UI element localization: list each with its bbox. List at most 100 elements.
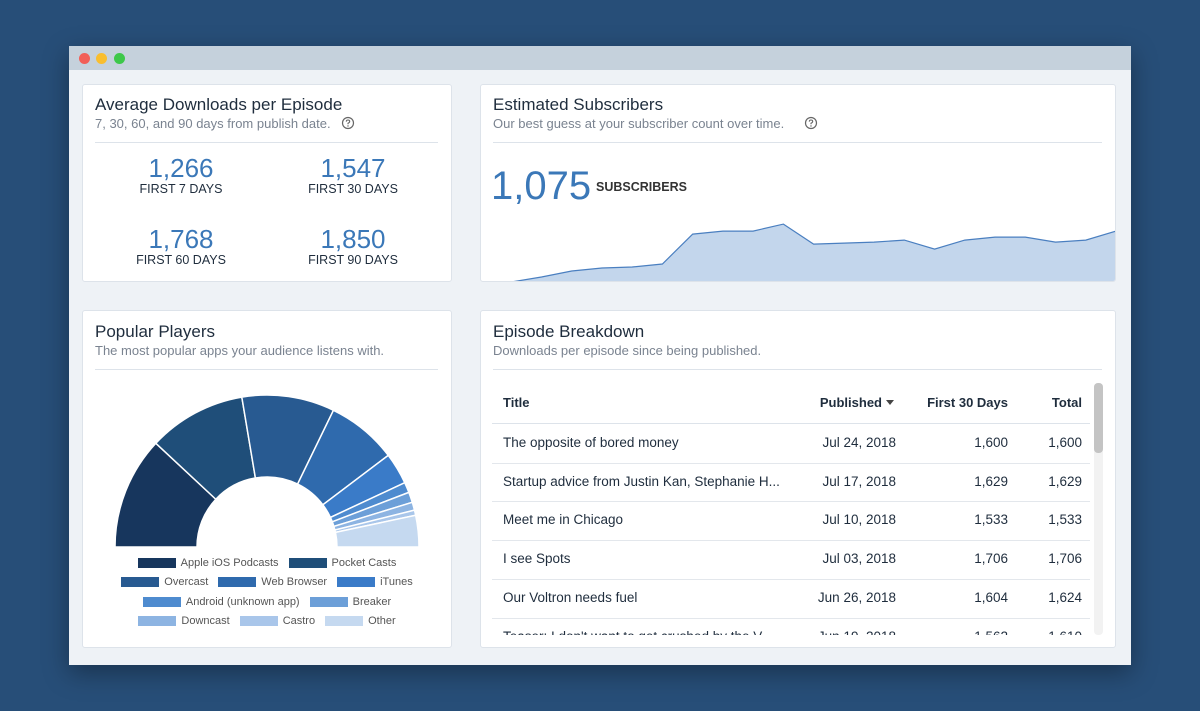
downloads-card bbox=[82, 84, 452, 282]
subscriber-label: SUBSCRIBERS bbox=[596, 180, 687, 194]
legend-row: Apple iOS Podcasts Pocket Casts bbox=[82, 557, 452, 569]
legend-swatch bbox=[137, 558, 176, 568]
table-cell: 1,604 bbox=[974, 589, 1008, 605]
legend-swatch bbox=[325, 616, 364, 626]
legend-swatch bbox=[239, 616, 278, 626]
legend-label: Web Browser bbox=[261, 576, 328, 588]
legend-label: Breaker bbox=[352, 596, 392, 608]
stat-label: FIRST 30 DAYS bbox=[308, 182, 398, 196]
legend-swatch bbox=[288, 558, 327, 568]
legend-label: Downcast bbox=[181, 615, 230, 627]
divider bbox=[493, 142, 1102, 143]
table-cell: 1,610 bbox=[1048, 629, 1082, 636]
table-cell: The opposite of bored money bbox=[503, 435, 679, 450]
stat-value: 1,266 bbox=[148, 153, 214, 183]
area-fill bbox=[517, 224, 1115, 281]
column-header[interactable]: Published bbox=[819, 395, 882, 410]
legend-item: Pocket Casts bbox=[288, 557, 397, 569]
table-cell: Teaser: I don't want to get crushed by t… bbox=[503, 629, 772, 636]
column-header[interactable]: Title bbox=[503, 395, 530, 410]
table-cell: 1,600 bbox=[974, 435, 1008, 450]
table-cell: Jun 19, 2018 bbox=[818, 629, 896, 636]
legend-row: Overcast Web Browser iTunes bbox=[82, 576, 452, 588]
stat-label: FIRST 7 DAYS bbox=[139, 182, 223, 196]
sort-arrow[interactable] bbox=[886, 400, 894, 405]
episode-table: Title Published First 30 Days Total The oppo… bbox=[492, 383, 1090, 635]
stat-value: 1,768 bbox=[148, 224, 214, 254]
stat-value: 1,547 bbox=[320, 153, 386, 183]
legend-label: Overcast bbox=[164, 576, 209, 588]
table-cell: 1,706 bbox=[1048, 551, 1082, 567]
legend-item: Castro bbox=[239, 615, 316, 627]
legend-label: Android (unknown app) bbox=[185, 596, 300, 608]
scrollbar-thumb[interactable] bbox=[1094, 383, 1103, 453]
help-icon[interactable] bbox=[341, 116, 355, 130]
legend-item: Other bbox=[325, 615, 396, 627]
table-cell: 1,629 bbox=[974, 473, 1008, 489]
card-subtitle: 7, 30, 60, and 90 days from publish date… bbox=[95, 116, 331, 131]
divider bbox=[95, 369, 438, 370]
divider bbox=[95, 142, 438, 143]
header-divider bbox=[492, 423, 1090, 424]
legend-label: iTunes bbox=[380, 576, 413, 588]
table-cell: Jul 03, 2018 bbox=[822, 551, 896, 567]
legend-label: Castro bbox=[282, 615, 316, 627]
table-cell: Our Voltron needs fuel bbox=[503, 589, 638, 605]
maximize-button[interactable] bbox=[114, 53, 125, 64]
close-button[interactable] bbox=[79, 53, 90, 64]
card-title: Popular Players bbox=[95, 322, 216, 341]
divider bbox=[493, 369, 1102, 370]
players-chart bbox=[114, 394, 420, 548]
table-cell: Jul 17, 2018 bbox=[822, 473, 896, 489]
help-icon[interactable] bbox=[804, 116, 818, 130]
column-header[interactable]: Total bbox=[1051, 395, 1082, 410]
legend-item: Web Browser bbox=[218, 576, 327, 588]
legend-item: Android (unknown app) bbox=[142, 596, 300, 608]
scrollbar[interactable] bbox=[1094, 383, 1103, 635]
legend-item: Breaker bbox=[309, 596, 392, 608]
card-title: Average Downloads per Episode bbox=[95, 95, 343, 114]
row-divider bbox=[492, 617, 1090, 619]
table-cell: 1,706 bbox=[974, 551, 1008, 567]
table-cell: Jul 10, 2018 bbox=[822, 512, 896, 528]
legend-row: Android (unknown app) Breaker bbox=[82, 596, 452, 608]
legend-swatch bbox=[138, 616, 177, 626]
stat-value: 1,850 bbox=[320, 224, 386, 254]
table-cell: 1,533 bbox=[1048, 512, 1082, 528]
legend-label: Other bbox=[368, 615, 396, 627]
legend-label: Apple iOS Podcasts bbox=[180, 557, 279, 569]
table-cell: Startup advice from Justin Kan, Stephani… bbox=[503, 473, 780, 489]
legend-swatch bbox=[337, 577, 376, 587]
legend-swatch bbox=[218, 577, 257, 587]
card-subtitle: Our best guess at your subscriber count … bbox=[493, 116, 785, 131]
legend-swatch bbox=[142, 597, 181, 607]
row-divider bbox=[492, 578, 1090, 580]
legend-row: Downcast Castro Other bbox=[82, 615, 452, 627]
minimize-button[interactable] bbox=[96, 53, 107, 64]
subscribers-card bbox=[480, 84, 1116, 282]
pie-slice bbox=[334, 514, 420, 548]
legend-item: iTunes bbox=[337, 576, 413, 588]
episodes-card bbox=[480, 310, 1116, 648]
row-divider bbox=[492, 540, 1090, 542]
legend-item: Downcast bbox=[138, 615, 230, 627]
area-line bbox=[513, 223, 1115, 281]
column-header[interactable]: First 30 Days bbox=[927, 395, 1008, 410]
stat-label: FIRST 60 DAYS bbox=[136, 253, 226, 267]
subscriber-chart bbox=[513, 223, 1115, 281]
card-subtitle: The most popular apps your audience list… bbox=[95, 343, 385, 358]
card-title: Estimated Subscribers bbox=[493, 95, 664, 114]
legend-swatch bbox=[121, 577, 160, 587]
row-divider bbox=[492, 462, 1090, 464]
table-cell: Jul 24, 2018 bbox=[822, 435, 896, 450]
table-cell: 1,562 bbox=[974, 629, 1008, 636]
legend-item: Apple iOS Podcasts bbox=[137, 557, 279, 569]
table-cell: I see Spots bbox=[503, 551, 571, 567]
legend-label: Pocket Casts bbox=[331, 557, 397, 569]
table-cell: Jun 26, 2018 bbox=[817, 589, 896, 605]
row-divider bbox=[492, 501, 1090, 503]
table-cell: Meet me in Chicago bbox=[503, 512, 624, 528]
table-cell: 1,600 bbox=[1048, 435, 1082, 450]
table-cell: 1,629 bbox=[1048, 473, 1082, 489]
table-cell: 1,624 bbox=[1048, 589, 1082, 605]
